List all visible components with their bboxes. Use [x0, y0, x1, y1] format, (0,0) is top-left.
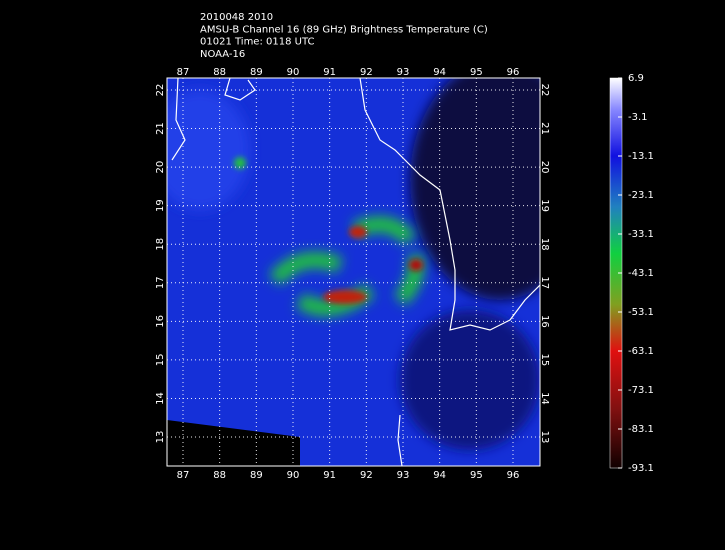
lat-label-right: 22	[539, 84, 550, 97]
lon-label-bottom: 90	[287, 470, 300, 481]
header-line: 01021 Time: 0118 UTC	[200, 37, 314, 48]
lon-label-bottom: 95	[470, 470, 483, 481]
lat-label-right: 13	[539, 431, 550, 444]
lat-label-right: 21	[539, 122, 550, 135]
lon-label-top: 92	[360, 67, 373, 78]
colorbar-label: -53.1	[628, 307, 654, 318]
lon-label-top: 88	[213, 67, 226, 78]
colorbar-label: -73.1	[628, 385, 654, 396]
lon-label-bottom: 89	[250, 470, 263, 481]
lat-label-left: 22	[155, 84, 166, 97]
colorbar-label: -13.1	[628, 151, 654, 162]
lat-label-right: 20	[539, 161, 550, 174]
lon-label-top: 96	[507, 67, 520, 78]
lat-label-left: 19	[155, 199, 166, 212]
lat-label-left: 13	[155, 431, 166, 444]
colorbar-label: -63.1	[628, 346, 654, 357]
lon-label-bottom: 87	[177, 470, 190, 481]
lat-label-left: 14	[155, 392, 166, 405]
map-frame	[166, 77, 541, 467]
lat-label-right: 15	[539, 354, 550, 367]
header-line: AMSU-B Channel 16 (89 GHz) Brightness Te…	[200, 24, 488, 35]
header-line: NOAA-16	[200, 49, 245, 60]
lat-label-left: 20	[155, 161, 166, 174]
colorbar-label: -23.1	[628, 190, 654, 201]
colorbar-label: 6.9	[628, 73, 644, 84]
colorbar-label: -93.1	[628, 463, 654, 474]
lat-label-left: 15	[155, 354, 166, 367]
lon-label-bottom: 96	[507, 470, 520, 481]
lon-label-top: 94	[433, 67, 446, 78]
colorbar-label: -43.1	[628, 268, 654, 279]
colorbar-label: -3.1	[628, 112, 648, 123]
imagery	[167, 78, 540, 466]
lat-label-right: 19	[539, 199, 550, 212]
lat-label-right: 18	[539, 238, 550, 251]
lat-label-right: 14	[539, 392, 550, 405]
lon-label-top: 91	[323, 67, 336, 78]
lat-label-left: 17	[155, 276, 166, 289]
lat-label-left: 18	[155, 238, 166, 251]
lon-label-bottom: 93	[397, 470, 410, 481]
lon-label-top: 90	[287, 67, 300, 78]
lon-label-top: 93	[397, 67, 410, 78]
lon-label-top: 87	[177, 67, 190, 78]
colorbar-label: -83.1	[628, 424, 654, 435]
lon-label-bottom: 92	[360, 470, 373, 481]
lon-label-top: 89	[250, 67, 263, 78]
lon-label-bottom: 88	[213, 470, 226, 481]
lat-label-right: 17	[539, 276, 550, 289]
header-line: 2010048 2010	[200, 12, 273, 23]
lat-label-left: 16	[155, 315, 166, 328]
lat-label-right: 16	[539, 315, 550, 328]
lat-label-left: 21	[155, 122, 166, 135]
lon-label-top: 95	[470, 67, 483, 78]
colorbar-label: -33.1	[628, 229, 654, 240]
lon-label-bottom: 91	[323, 470, 336, 481]
lon-label-bottom: 94	[433, 470, 446, 481]
